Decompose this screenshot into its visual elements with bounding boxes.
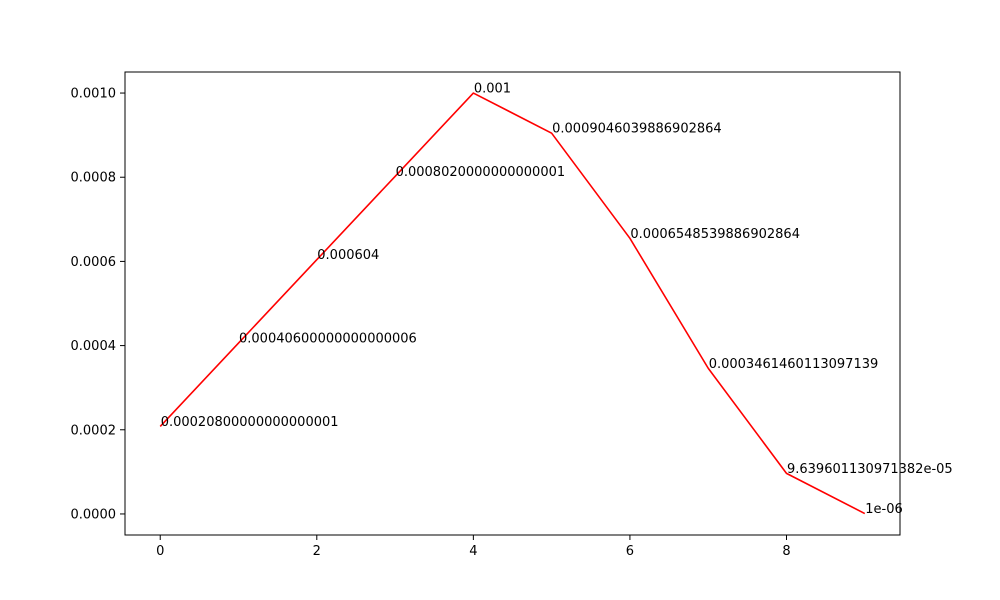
- y-tick-label-0: 0.0000: [71, 507, 117, 522]
- x-tick-label-4: 8: [782, 544, 790, 559]
- x-tick-label-3: 6: [626, 544, 634, 559]
- series-line-0: [159, 92, 866, 515]
- y-tick-label-2: 0.0004: [71, 339, 117, 354]
- data-label-9: 1e-06: [865, 502, 903, 517]
- plot-area: 0.00020800000000000001 0.0004060000000000…: [159, 82, 953, 517]
- axes-frame: [124, 71, 901, 536]
- data-label-7: 0.0003461460113097139: [709, 357, 879, 372]
- data-label-1: 0.00040600000000000006: [239, 332, 417, 347]
- y-tick-label-1: 0.0002: [71, 423, 117, 438]
- y-tick-label-3: 0.0006: [71, 255, 117, 270]
- data-label-2: 0.000604: [317, 248, 379, 263]
- x-tick-label-2: 4: [469, 544, 477, 559]
- axes: 0 2 4 6 8 0.0000 0.0002 0.0004 0.0006 0.0008 0.001…: [71, 71, 901, 559]
- y-tick-label-5: 0.0010: [71, 87, 117, 102]
- x-tick-label-1: 2: [313, 544, 321, 559]
- data-label-4: 0.001: [474, 82, 511, 97]
- data-label-8: 9.639601130971382e-05: [787, 462, 953, 477]
- x-tick-label-0: 0: [156, 544, 164, 559]
- data-label-5: 0.0009046039886902864: [552, 122, 722, 137]
- data-label-3: 0.0008020000000000001: [396, 165, 566, 180]
- y-tick-label-4: 0.0008: [71, 171, 117, 186]
- data-label-0: 0.00020800000000000001: [161, 415, 339, 430]
- data-label-6: 0.0006548539886902864: [630, 227, 800, 242]
